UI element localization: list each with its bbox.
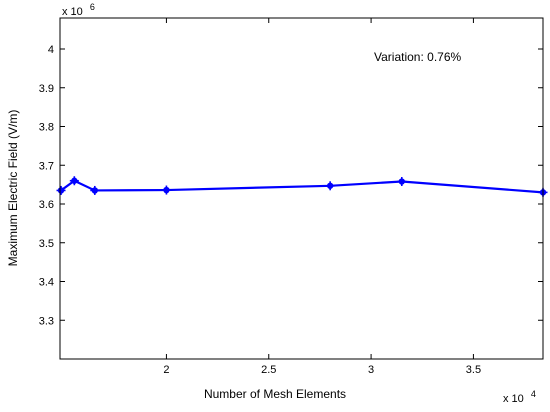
x-tick-label: 2 xyxy=(163,364,169,376)
y-tick-label: 3.8 xyxy=(39,122,54,134)
data-point xyxy=(325,181,335,191)
y-multiplier: x 10 6 xyxy=(62,2,95,18)
data-point xyxy=(69,176,79,186)
y-multiplier-exponent: 6 xyxy=(90,2,95,12)
y-tick-label: 4 xyxy=(48,44,54,56)
plot-frame xyxy=(59,17,544,360)
y-tick-label: 3.4 xyxy=(39,277,54,289)
tick-labels: 2 2.5 3 3.5 3.3 3.4 3.5 3.6 3.7 3.8 3.9 4 xyxy=(39,44,481,376)
series-layer xyxy=(56,176,548,197)
y-axis-title: Maximum Electric Field (V/m) xyxy=(6,110,20,267)
y-tick-label: 3.3 xyxy=(39,315,54,327)
data-point xyxy=(90,185,100,195)
x-tick-label: 3 xyxy=(368,364,374,376)
ticks xyxy=(60,18,543,359)
data-point xyxy=(56,185,66,195)
x-tick-label: 3.5 xyxy=(466,364,481,376)
plot-area xyxy=(60,18,543,359)
y-tick-label: 3.6 xyxy=(39,199,54,211)
annotation-variation: Variation: 0.76% xyxy=(374,50,461,64)
data-point xyxy=(161,185,171,195)
x-multiplier: x 10 4 xyxy=(503,389,536,405)
x-axis-title: Number of Mesh Elements xyxy=(204,387,346,401)
data-point xyxy=(397,177,407,187)
y-tick-label: 3.9 xyxy=(39,83,54,95)
x-multiplier-exponent: 4 xyxy=(531,389,536,399)
x-multiplier-base: x 10 xyxy=(503,393,524,405)
y-tick-label: 3.5 xyxy=(39,238,54,250)
y-tick-label: 3.7 xyxy=(39,160,54,172)
x-tick-label: 2.5 xyxy=(261,364,276,376)
y-multiplier-base: x 10 xyxy=(62,6,83,18)
